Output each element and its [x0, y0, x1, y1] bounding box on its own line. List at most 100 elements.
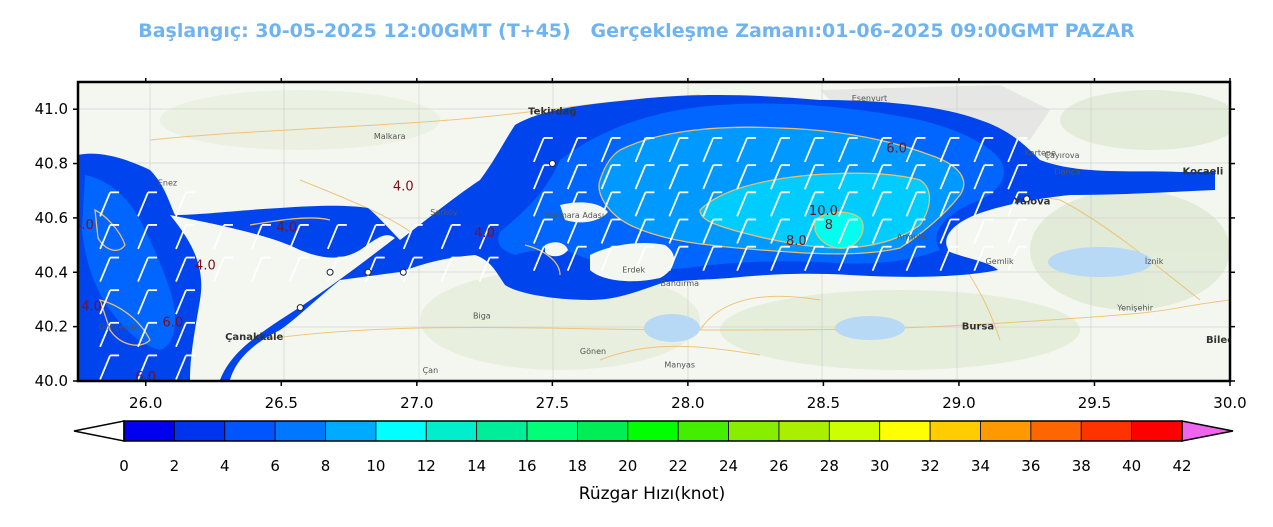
x-tick-label: 27.0	[400, 394, 433, 412]
wind-barb	[99, 289, 120, 315]
wind-barb	[137, 354, 158, 380]
city-label: Malkara	[374, 132, 406, 141]
station-marker	[326, 268, 334, 276]
wind-barb	[837, 245, 858, 272]
wind-barb	[837, 191, 858, 217]
city-label: Gönen	[580, 347, 606, 356]
wind-barb	[137, 289, 158, 315]
station-marker	[296, 304, 304, 312]
wind-barb	[99, 224, 120, 250]
x-tick-label: 28.0	[671, 394, 704, 412]
wind-barb	[532, 218, 553, 244]
sea-band-5	[815, 212, 864, 249]
wind-barb	[804, 191, 824, 217]
city-label: Yenişehir	[1116, 303, 1153, 312]
city-label: Bilecik	[1206, 335, 1244, 346]
contour-label: 8.0	[73, 218, 94, 233]
wind-barb	[837, 164, 858, 190]
wind-barb	[905, 164, 926, 190]
colorbar-segment	[173, 420, 226, 442]
wind-barb	[634, 245, 655, 272]
city-label: Bursa	[962, 321, 994, 332]
wind-barb	[175, 289, 196, 315]
wind-barb	[804, 245, 824, 272]
y-tick-label: 40.2	[35, 318, 68, 336]
contour-label: 6.0	[135, 370, 156, 385]
colorbar-segment	[1080, 420, 1133, 442]
colorbar-under-arrow	[73, 420, 125, 442]
colorbar-tick-label: 20	[618, 457, 637, 475]
contour-label: 8	[825, 218, 833, 233]
wind-barb	[402, 224, 423, 250]
wind-barb	[804, 164, 824, 190]
city-label: Esenyurt	[852, 94, 887, 103]
wind-barb	[566, 218, 587, 244]
wind-barb	[973, 245, 994, 272]
colorbar-segment	[325, 420, 377, 442]
colorbar-tick-label: 18	[568, 457, 587, 475]
wind-barb	[736, 137, 757, 163]
wind-barb	[1007, 245, 1028, 272]
wind-barb	[770, 245, 790, 272]
city-label: Enez	[158, 178, 177, 187]
city-label: Manyas	[664, 360, 695, 369]
wind-barb	[905, 218, 926, 244]
colorbar: 0 2 4 6 8 10 12 14 16 18 20 22 24 26 28 30 32 34 36 38 40 42	[73, 420, 1234, 475]
contour-label: 4.0	[195, 259, 216, 274]
wind-barb	[770, 218, 790, 244]
wind-barb	[770, 191, 790, 217]
station-marker	[548, 160, 556, 168]
map-frame	[76, 80, 1232, 383]
x-tick-label: 26.5	[265, 394, 298, 412]
wind-barb	[1007, 164, 1028, 190]
gelibolu-peninsula	[170, 215, 395, 380]
wind-barb	[770, 164, 790, 190]
wind-barb	[905, 191, 926, 217]
wind-barb	[871, 218, 892, 244]
wind-barb	[668, 164, 689, 190]
iznik-lake	[1048, 247, 1152, 277]
wind-barb	[175, 256, 196, 282]
wind-barb	[478, 256, 499, 282]
wind-barb	[566, 137, 587, 163]
colorbar-tick-label: 40	[1122, 457, 1141, 475]
wind-barb	[736, 218, 757, 244]
colorbar-tick-label: 32	[921, 457, 940, 475]
colorbar-segment	[728, 420, 780, 442]
kapidag-peninsula	[590, 243, 675, 282]
wind-barb	[939, 137, 960, 163]
manyas-lake	[644, 314, 700, 342]
wind-barb	[634, 137, 655, 163]
wind-barb	[99, 354, 120, 380]
contour-label: 10.0	[809, 204, 838, 219]
wind-barb	[634, 164, 655, 190]
city-label: Tekirdağ	[528, 106, 576, 118]
wind-barb	[837, 218, 858, 244]
colorbar-tick-label: 30	[870, 457, 889, 475]
uluabat-lake	[835, 316, 905, 340]
wind-barb	[532, 245, 553, 272]
y-tick-label: 40.4	[35, 263, 68, 281]
wind-barb	[702, 164, 723, 190]
wind-barb	[566, 245, 587, 272]
contour-label: 8.0	[786, 234, 807, 249]
colorbar-tick-label: 22	[669, 457, 688, 475]
colorbar-segment	[425, 420, 478, 442]
x-tick-label: 27.5	[536, 394, 569, 412]
city-label: Çan	[423, 366, 439, 375]
colorbar-segment	[476, 420, 528, 442]
map-panel: Tekirdağ Malkara Şarköy Marmara Adası Esenyu…	[73, 82, 1244, 385]
wind-barb	[532, 191, 553, 217]
colorbar-tick-label: 14	[467, 457, 486, 475]
map-axes: 26.0 26.5 27.0 27.5 28.0 28.5 29.0 29.5 30.0 41.0…	[35, 78, 1247, 412]
station-marker	[364, 268, 372, 276]
wind-barb	[251, 256, 271, 282]
wind-barb	[1007, 137, 1028, 163]
lakes	[644, 247, 1152, 342]
wind-barb	[871, 137, 892, 163]
city-label: Çanakkale	[225, 332, 283, 343]
wind-barb	[600, 137, 621, 163]
wind-barb	[402, 256, 423, 282]
x-tick-label: 30.0	[1213, 394, 1246, 412]
